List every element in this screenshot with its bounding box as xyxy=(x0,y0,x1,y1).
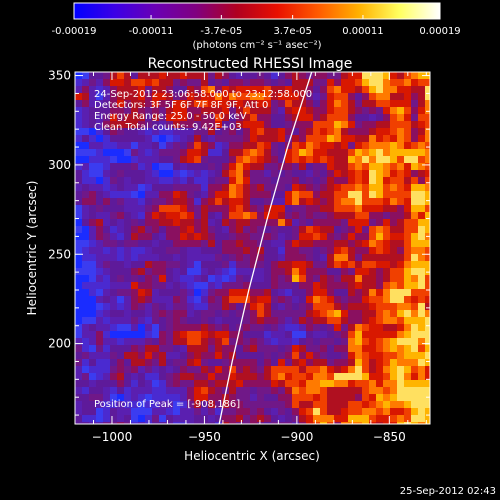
annotation-clean-counts: Clean Total counts: 9.42E+03 xyxy=(94,122,242,133)
y-axis-label: Heliocentric Y (arcsec) xyxy=(25,181,39,316)
x-axis-label: Heliocentric X (arcsec) xyxy=(184,449,320,463)
x-tick-label: −1000 xyxy=(92,430,133,444)
colorbar-tick-label: -0.00019 xyxy=(52,26,97,37)
solar-limb-curve xyxy=(218,72,313,424)
annotation-time-range: 24-Sep-2012 23:06:58.000 to 23:12:58.000 xyxy=(94,89,312,100)
colorbar-ticks: -0.00019 -0.00011 -3.7e-05 3.7e-05 0.00011 0.… xyxy=(52,15,461,37)
colorbar-tick-label: 0.00019 xyxy=(419,26,460,37)
y-tick-label: 250 xyxy=(48,247,71,261)
annotations: 24-Sep-2012 23:06:58.000 to 23:12:58.000… xyxy=(94,89,312,410)
colorbar-tick-label: -0.00011 xyxy=(129,26,174,37)
y-axis-ticks: 200 250 300 350 xyxy=(48,69,430,416)
colorbar: -0.00019 -0.00011 -3.7e-05 3.7e-05 0.00011 0.… xyxy=(52,2,461,51)
chart-title: Reconstructed RHESSI Image xyxy=(148,56,353,72)
colorbar-bar xyxy=(73,2,441,20)
annotation-detectors: Detectors: 3F 5F 6F 7F 8F 9F, Att 0 xyxy=(94,100,268,111)
footer-timestamp: 25-Sep-2012 02:43 xyxy=(400,486,496,497)
heatmap xyxy=(75,72,430,424)
y-tick-label: 350 xyxy=(48,69,71,83)
colorbar-tick-label: 3.7e-05 xyxy=(273,26,311,37)
colorbar-tick-label: -3.7e-05 xyxy=(200,26,242,37)
annotation-energy-range: Energy Range: 25.0 - 50.0 keV xyxy=(94,111,247,122)
x-tick-label: −950 xyxy=(188,430,221,444)
x-tick-label: −850 xyxy=(373,430,406,444)
plot-frame xyxy=(74,71,431,425)
colorbar-tick-label: 0.00011 xyxy=(342,26,383,37)
x-tick-label: −900 xyxy=(280,430,313,444)
x-axis-ticks: −1000 −950 −900 −850 xyxy=(92,72,427,444)
y-tick-label: 200 xyxy=(48,337,71,351)
y-tick-label: 300 xyxy=(48,158,71,172)
annotation-peak-position: Position of Peak = [-908,186] xyxy=(94,399,240,410)
colorbar-unit-label: (photons cm⁻² s⁻¹ asec⁻²) xyxy=(192,40,321,51)
heatmap-cells xyxy=(75,72,430,424)
